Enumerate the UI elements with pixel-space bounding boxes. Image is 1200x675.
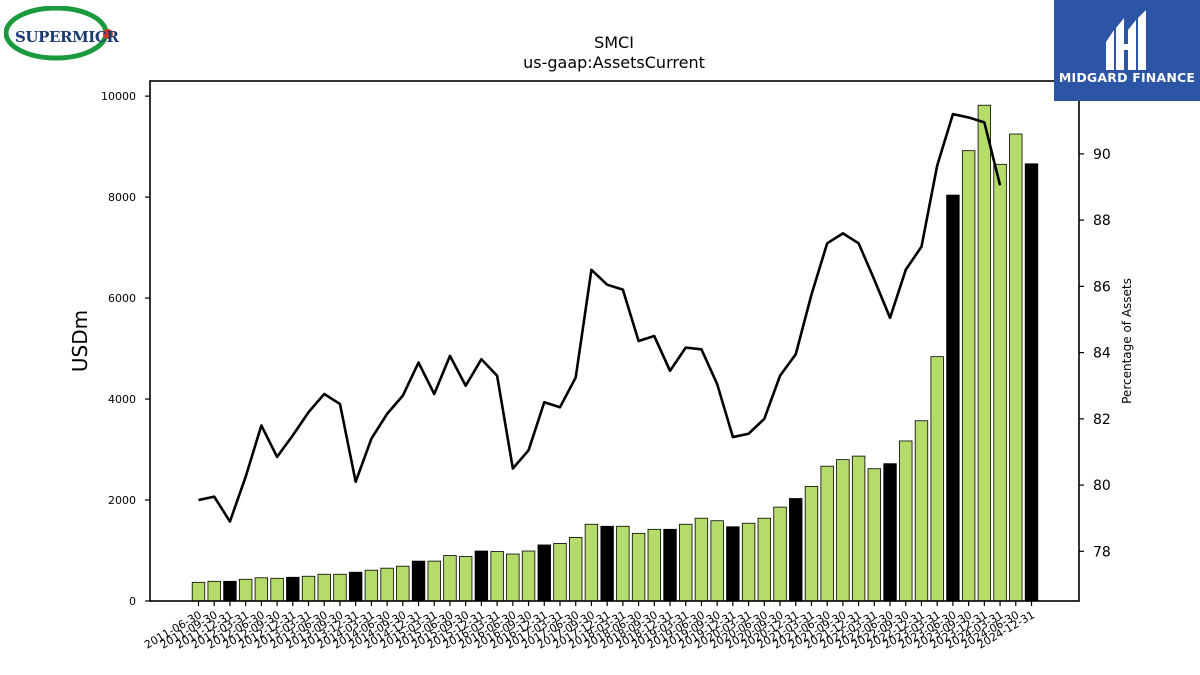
bar (930, 356, 944, 602)
midgard-logo-text: MIDGARD FINANCE (1058, 70, 1196, 85)
y2-tick-label: 82 (1093, 412, 1111, 428)
midgard-finance-logo: MIDGARD FINANCE (1054, 0, 1200, 101)
bar (836, 459, 850, 602)
bar (537, 544, 551, 602)
bar (600, 525, 614, 602)
plot-frame (149, 80, 1080, 602)
line-layer (198, 112, 1002, 523)
bar (914, 420, 929, 602)
bar (380, 567, 394, 602)
midgard-logo-emblem (1106, 10, 1146, 70)
y2-tick-label: 80 (1093, 478, 1111, 494)
bar (993, 163, 1007, 602)
bars-layer (191, 104, 1039, 602)
bar (851, 455, 866, 602)
bar (521, 550, 536, 602)
y2-tick-label: 88 (1093, 213, 1111, 229)
bar (899, 440, 913, 602)
bar (270, 577, 284, 602)
bar (946, 194, 960, 602)
left-axis: 0 2000 4000 6000 8000 10000 (101, 90, 150, 608)
y2-tick-label: 86 (1093, 279, 1111, 295)
supermicro-logo-text: SUPERMICR (15, 28, 119, 46)
bar (443, 555, 457, 602)
bar (679, 523, 693, 602)
supermicro-logo: SUPERMICR (3, 5, 119, 62)
bar (301, 575, 316, 602)
bar (191, 581, 206, 602)
bar (804, 485, 819, 602)
supermicro-logo-emblem (3, 5, 113, 61)
bar (506, 553, 520, 602)
bar (364, 569, 379, 602)
y-tick-label: 8000 (108, 191, 136, 204)
bar (333, 573, 347, 602)
bar (238, 578, 253, 602)
bar (286, 576, 300, 602)
bar (427, 560, 441, 602)
bar (569, 536, 583, 602)
bar (631, 532, 646, 602)
y-axis-label: USDm (68, 310, 92, 372)
bar (757, 517, 771, 602)
line-series (198, 112, 1002, 523)
y-tick-label: 4000 (108, 393, 136, 406)
bar (616, 525, 630, 602)
bar (254, 577, 269, 602)
y-tick-label: 10000 (101, 90, 136, 103)
bar (1024, 163, 1039, 602)
bar (317, 573, 331, 602)
bar (348, 571, 363, 602)
bar (726, 526, 740, 602)
bar (1009, 133, 1023, 602)
y-tick-label: 2000 (108, 494, 136, 507)
y2-tick-label: 84 (1093, 346, 1111, 362)
y-tick-label: 6000 (108, 292, 136, 305)
bar (411, 560, 426, 602)
bar (820, 465, 834, 602)
bar (883, 463, 897, 602)
bar (647, 528, 661, 602)
right-axis: 78 80 82 84 86 88 90 (1079, 147, 1111, 560)
bar (741, 522, 756, 602)
bar (553, 543, 567, 602)
x-axis: 2011-06-302011-09-302011-12-312012-03-31… (142, 601, 1037, 652)
bar (867, 468, 882, 602)
bar (490, 551, 504, 602)
y-tick-label: 0 (129, 595, 136, 608)
bar (396, 565, 410, 602)
bar (773, 506, 787, 602)
y2-axis-label: Percentage of Assets (1120, 278, 1134, 404)
bar (977, 104, 992, 602)
bar (207, 580, 221, 602)
bar (663, 528, 677, 602)
chart-subtitle: us-gaap:AssetsCurrent (523, 53, 705, 72)
y2-tick-label: 78 (1093, 544, 1111, 560)
bar (223, 580, 237, 602)
bar (710, 520, 724, 602)
bar (458, 556, 473, 602)
bar (474, 550, 489, 602)
bar (584, 523, 599, 602)
bar (694, 517, 709, 602)
bar (961, 150, 976, 602)
bar (789, 498, 803, 602)
y2-tick-label: 90 (1093, 147, 1111, 163)
chart-title: SMCI (594, 33, 634, 52)
